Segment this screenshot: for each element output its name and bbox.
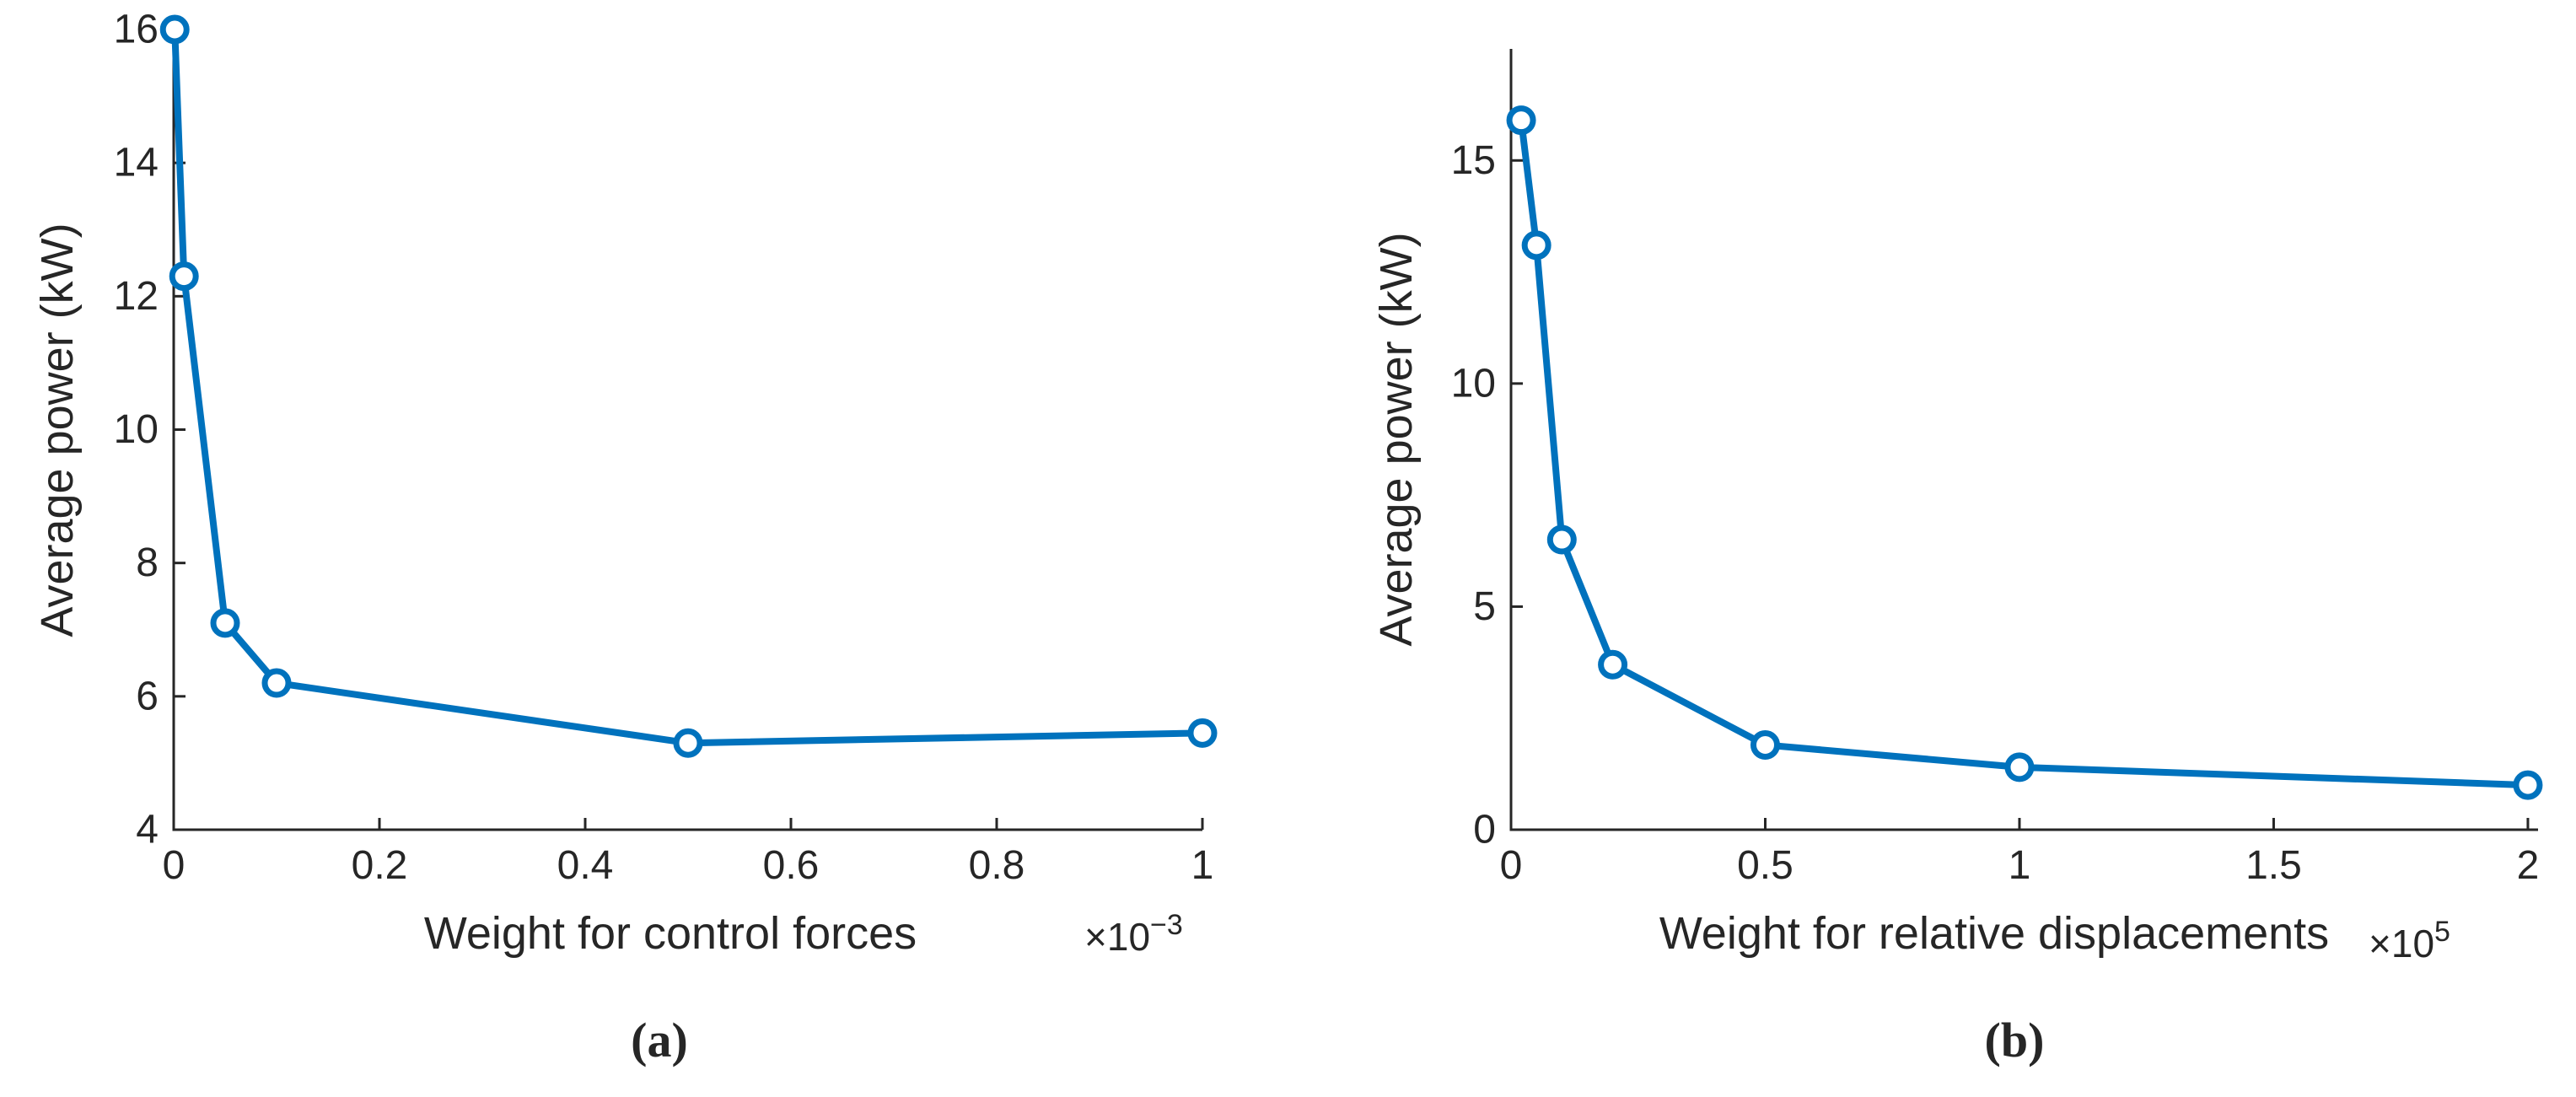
data-marker (673, 728, 703, 758)
data-line (171, 26, 1206, 747)
chart-b-x-axis-label: Weight for relative displacements (1659, 908, 2330, 959)
y-tick-label: 5 (1473, 584, 1496, 629)
y-tick-label: 15 (1451, 138, 1496, 183)
chart-a-caption: (a) (631, 1013, 688, 1067)
data-marker (1598, 649, 1628, 680)
y-tick-label: 4 (136, 808, 159, 852)
data-marker (2513, 770, 2543, 800)
x-tick-label: 0 (1500, 843, 1523, 888)
data-marker (1187, 718, 1218, 748)
axis-spines (172, 30, 1202, 831)
chart-a: 0 0.2 0.4 0.6 0.8 1 4 6 8 10 12 14 16 Average power … (32, 8, 1218, 1067)
x-tick-label: 0.2 (352, 843, 408, 888)
data-marker (1521, 230, 1552, 261)
x-tick-label: 1 (1191, 843, 1214, 888)
x-tick-label: 2 (2517, 843, 2540, 888)
data-marker (1506, 105, 1536, 136)
y-tick-label: 12 (114, 274, 159, 319)
data-marker (169, 261, 199, 292)
chart-b-y-axis-label: Average power (kW) (1371, 232, 1422, 647)
chart-a-x-axis-label: Weight for control forces (423, 908, 917, 959)
data-marker (159, 14, 190, 45)
y-tick-label: 0 (1473, 808, 1496, 852)
multiplier-exponent: −3 (1150, 909, 1183, 942)
chart-a-x-axis-multiplier: ×10−3 (1084, 909, 1183, 960)
y-tick-label: 6 (136, 674, 159, 718)
x-tick-label: 1.5 (2245, 843, 2302, 888)
chart-b: 0 0.5 1 1.5 2 0 5 10 15 Average power (kW) Weigh… (1288, 0, 2575, 1097)
y-tick-label: 14 (114, 141, 159, 186)
data-line (1518, 116, 2531, 789)
y-tick-label: 10 (114, 407, 159, 452)
axis-spines (1509, 49, 2538, 831)
multiplier-base: ×10 (1084, 915, 1151, 959)
y-tick-label: 8 (136, 540, 159, 585)
data-marker (1750, 729, 1780, 760)
y-tick-label: 16 (114, 8, 159, 52)
x-tick-label: 0.8 (969, 843, 1025, 888)
data-marker (261, 668, 292, 698)
data-marker (2004, 752, 2035, 782)
x-tick-label: 0.5 (1737, 843, 1794, 888)
x-tick-label: 0.4 (557, 843, 614, 888)
chart-b-caption: (b) (1984, 1013, 2045, 1067)
x-tick-label: 0 (163, 843, 186, 888)
data-marker (1546, 524, 1577, 555)
multiplier-exponent: 5 (2434, 916, 2450, 949)
y-tick-label: 10 (1451, 361, 1496, 406)
chart-b-x-axis-multiplier: ×105 (2369, 916, 2450, 966)
chart-a-y-axis-label: Average power (kW) (32, 223, 83, 637)
x-tick-label: 1 (2009, 843, 2031, 888)
data-marker (210, 608, 240, 638)
chart-b-plot: 0 0.5 1 1.5 2 0 5 10 15 (1451, 49, 2543, 888)
multiplier-base: ×10 (2369, 922, 2435, 965)
x-tick-label: 0.6 (763, 843, 820, 888)
